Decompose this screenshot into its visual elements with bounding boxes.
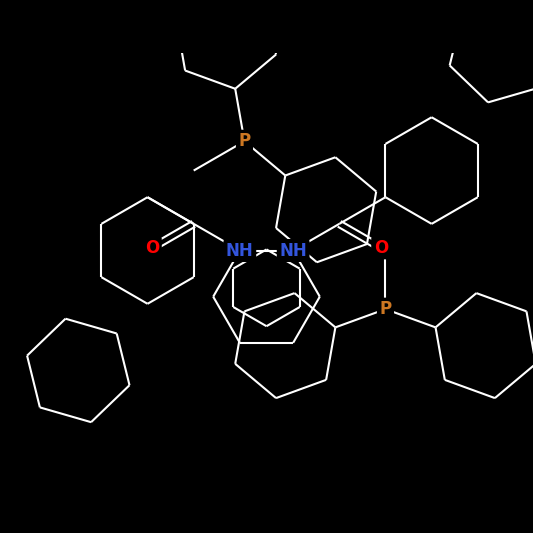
Text: NH: NH [226, 241, 254, 260]
Text: O: O [145, 239, 159, 257]
Text: O: O [374, 239, 388, 257]
Text: P: P [379, 300, 392, 318]
Text: P: P [238, 132, 251, 150]
Text: NH: NH [279, 241, 307, 260]
